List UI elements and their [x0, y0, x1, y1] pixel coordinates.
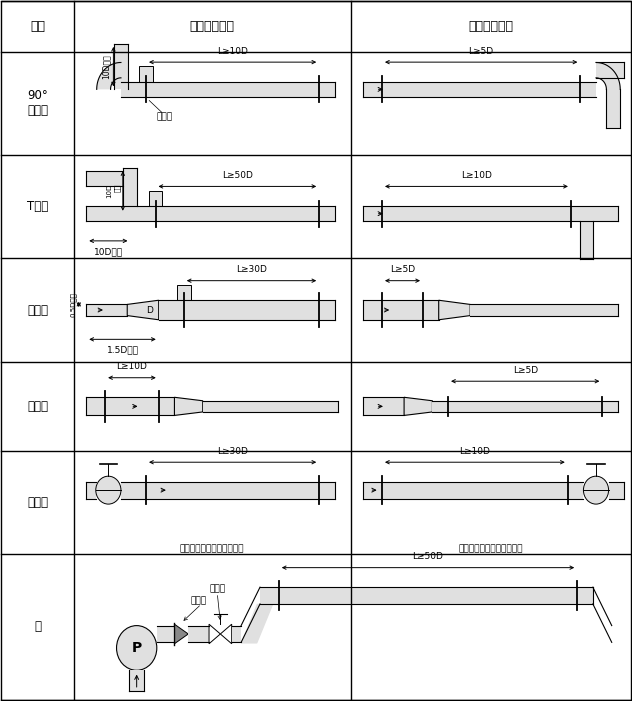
Polygon shape — [363, 482, 583, 498]
Polygon shape — [580, 222, 593, 259]
Polygon shape — [87, 397, 174, 416]
Polygon shape — [87, 304, 127, 315]
Polygon shape — [114, 44, 128, 89]
Polygon shape — [609, 482, 624, 498]
Bar — [149, 191, 162, 206]
Text: L≥10D: L≥10D — [116, 362, 147, 372]
Polygon shape — [363, 206, 618, 222]
Polygon shape — [232, 625, 241, 642]
Polygon shape — [127, 300, 159, 320]
Text: 用上游侧阀进行流量调节时: 用上游侧阀进行流量调节时 — [180, 544, 245, 553]
Text: L≥5D: L≥5D — [390, 266, 415, 274]
Text: 扩大管: 扩大管 — [27, 304, 48, 317]
Text: L≥5D: L≥5D — [513, 366, 538, 375]
Bar — [139, 67, 153, 82]
Polygon shape — [209, 624, 221, 644]
Polygon shape — [129, 670, 144, 691]
Polygon shape — [203, 401, 338, 412]
Polygon shape — [363, 82, 596, 97]
Text: 下游侧直管长: 下游侧直管长 — [468, 20, 513, 33]
Text: 90°
管弯头: 90° 管弯头 — [27, 89, 48, 117]
Text: 10D
以上: 10D 以上 — [107, 184, 120, 198]
Circle shape — [583, 476, 609, 504]
Polygon shape — [188, 625, 209, 642]
Text: 上游侧直管长: 上游侧直管长 — [190, 20, 234, 33]
Polygon shape — [174, 624, 188, 644]
Text: L≥10D: L≥10D — [459, 447, 490, 456]
Polygon shape — [87, 206, 335, 222]
Text: 10D以上: 10D以上 — [94, 247, 123, 256]
Polygon shape — [87, 482, 96, 498]
Polygon shape — [87, 171, 123, 186]
Text: L≥30D: L≥30D — [236, 266, 267, 274]
Text: T形管: T形管 — [27, 200, 48, 213]
Polygon shape — [432, 401, 618, 412]
Polygon shape — [121, 482, 335, 498]
Text: L≥50D: L≥50D — [222, 171, 253, 180]
Circle shape — [96, 476, 121, 504]
Polygon shape — [260, 587, 593, 604]
Text: 单向阀: 单向阀 — [190, 597, 207, 606]
Text: 0.5D以上: 0.5D以上 — [70, 292, 76, 317]
Polygon shape — [404, 397, 432, 416]
Polygon shape — [363, 397, 404, 416]
Bar — [177, 285, 191, 300]
Polygon shape — [439, 300, 470, 320]
Polygon shape — [596, 62, 624, 78]
Text: 泵: 泵 — [34, 620, 41, 634]
Text: L≥5D: L≥5D — [468, 47, 494, 56]
Polygon shape — [606, 89, 620, 128]
Text: L≥30D: L≥30D — [217, 447, 248, 456]
Text: 隔离阀: 隔离阀 — [209, 584, 225, 593]
Text: L≥10D: L≥10D — [217, 47, 248, 56]
Polygon shape — [123, 168, 137, 206]
Text: 检测器: 检测器 — [157, 113, 173, 122]
Text: 各种阀: 各种阀 — [27, 496, 48, 509]
Polygon shape — [596, 62, 620, 89]
Polygon shape — [174, 397, 203, 416]
Text: L≥10D: L≥10D — [461, 171, 492, 180]
Text: 用下游侧阀进行流量调节时: 用下游侧阀进行流量调节时 — [458, 544, 523, 553]
Text: P: P — [131, 641, 142, 655]
Text: D: D — [146, 306, 153, 315]
Polygon shape — [470, 304, 618, 315]
Text: L≥50D: L≥50D — [413, 552, 444, 562]
Polygon shape — [221, 624, 232, 644]
Text: 分类: 分类 — [30, 20, 45, 33]
Polygon shape — [121, 82, 335, 97]
Polygon shape — [159, 300, 335, 320]
Text: 1.5D以上: 1.5D以上 — [107, 346, 138, 355]
Polygon shape — [97, 62, 121, 89]
Text: 收缩管: 收缩管 — [27, 400, 48, 413]
Circle shape — [116, 625, 157, 670]
Polygon shape — [363, 300, 439, 320]
Text: 10D以上: 10D以上 — [102, 54, 111, 79]
Polygon shape — [157, 625, 173, 642]
